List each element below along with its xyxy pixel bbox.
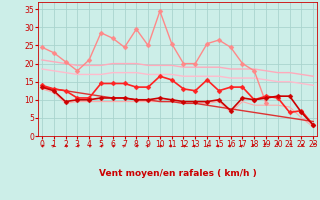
X-axis label: Vent moyen/en rafales ( km/h ): Vent moyen/en rafales ( km/h ) [99, 169, 256, 178]
